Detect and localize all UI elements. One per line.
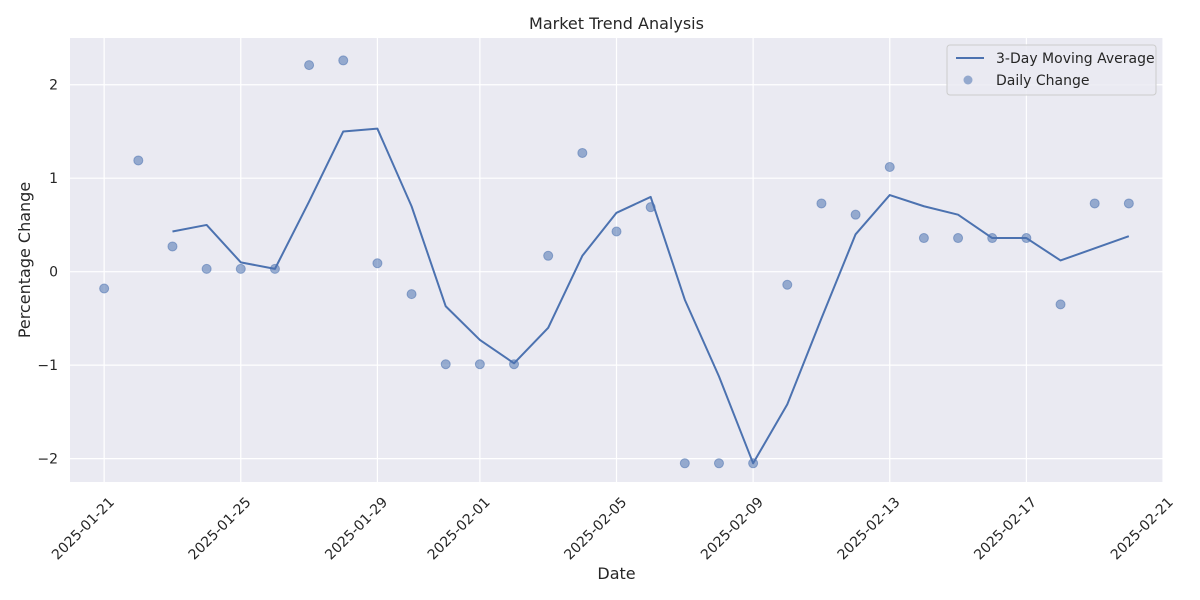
moving-average-line — [172, 127, 1130, 465]
daily-change-point — [1123, 198, 1134, 209]
x-tick-label: 2025-01-21 — [49, 494, 118, 563]
daily-change-point — [748, 458, 759, 469]
daily-change-point — [406, 289, 417, 300]
y-tick-label: −2 — [37, 452, 58, 468]
x-tick-label: 2025-02-05 — [561, 494, 630, 563]
x-axis-title: Date — [597, 564, 635, 583]
daily-change-point — [782, 279, 793, 290]
x-tick-label: 2025-02-01 — [425, 494, 494, 563]
daily-change-point — [884, 161, 895, 172]
x-tick-label: 2025-02-17 — [971, 494, 1040, 563]
daily-change-point — [99, 283, 110, 294]
y-tick-label: −1 — [37, 358, 58, 374]
daily-change-point — [918, 233, 929, 244]
daily-change-point — [133, 155, 144, 166]
daily-change-point — [577, 147, 588, 158]
x-tick-label: 2025-02-13 — [835, 494, 904, 563]
grid-lines — [70, 38, 1164, 482]
daily-change-point — [543, 250, 554, 261]
y-tick-label: 1 — [49, 171, 58, 187]
x-tick-label: 2025-02-09 — [698, 494, 767, 563]
daily-change-point — [338, 55, 349, 66]
daily-change-point — [713, 458, 724, 469]
chart-title: Market Trend Analysis — [529, 14, 704, 33]
daily-change-point — [372, 258, 383, 269]
daily-change-point — [1021, 233, 1032, 244]
x-tick-label: 2025-01-29 — [322, 494, 391, 563]
legend-label-daily-change: Daily Change — [996, 73, 1089, 89]
daily-change-point — [611, 226, 622, 237]
daily-change-point — [1089, 198, 1100, 209]
legend-point-swatch — [963, 75, 973, 85]
data-series — [99, 55, 1134, 469]
daily-change-point — [167, 241, 178, 252]
x-tick-label: 2025-01-25 — [186, 494, 255, 563]
y-tick-label: 0 — [49, 265, 58, 281]
daily-change-point — [816, 198, 827, 209]
daily-change-point — [987, 233, 998, 244]
daily-change-point — [645, 202, 656, 213]
legend: 3-Day Moving Average Daily Change — [946, 44, 1157, 96]
daily-change-point — [850, 209, 861, 220]
y-tick-label: 2 — [49, 78, 58, 94]
daily-change-point — [679, 458, 690, 469]
legend-box — [946, 44, 1157, 96]
daily-change-point — [509, 359, 520, 370]
daily-change-point — [953, 233, 964, 244]
x-tick-label: 2025-02-21 — [1108, 494, 1177, 563]
daily-change-point — [235, 263, 246, 274]
daily-change-point — [304, 60, 315, 71]
daily-change-point — [269, 263, 280, 274]
legend-label-moving-average: 3-Day Moving Average — [996, 51, 1155, 67]
daily-change-point — [1055, 299, 1066, 310]
daily-change-point — [201, 263, 212, 274]
daily-change-point — [440, 359, 451, 370]
y-axis-title: Percentage Change — [15, 182, 34, 338]
daily-change-point — [474, 359, 485, 370]
